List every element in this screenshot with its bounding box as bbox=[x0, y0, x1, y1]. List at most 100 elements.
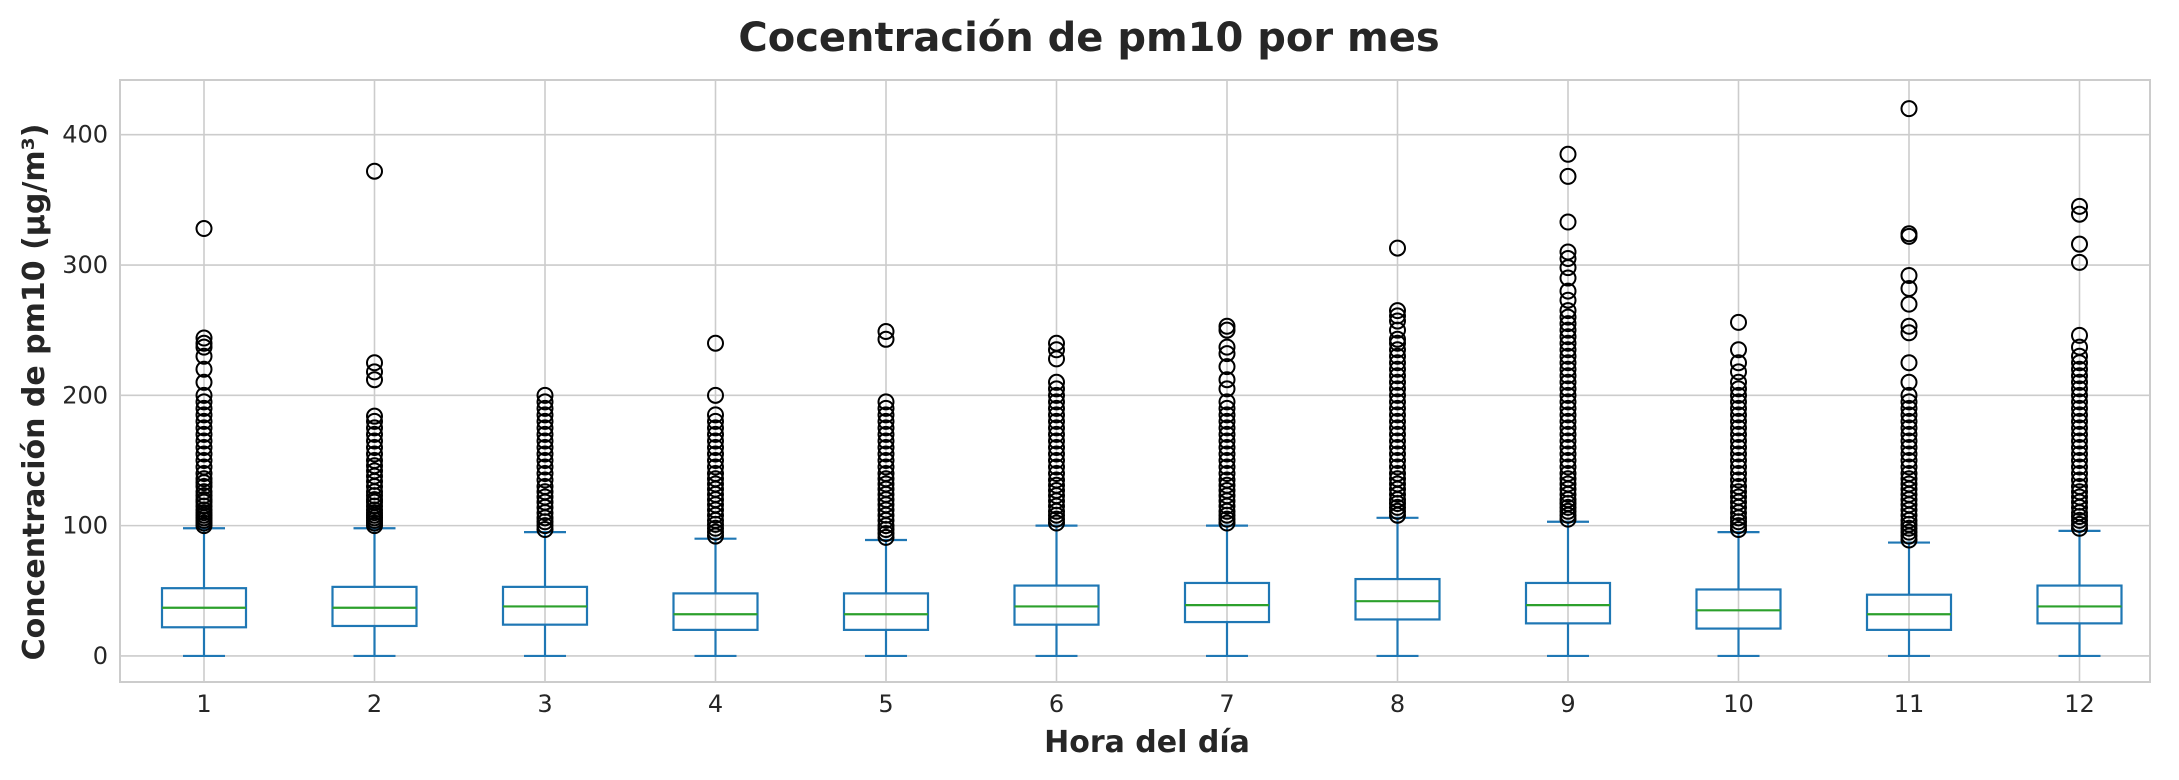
outlier-point bbox=[1730, 478, 1747, 496]
x-tick-label: 4 bbox=[708, 690, 723, 718]
outlier-point bbox=[1559, 347, 1577, 365]
outlier-point bbox=[877, 419, 895, 437]
outlier-point bbox=[1900, 419, 1918, 437]
outlier-point bbox=[2071, 451, 2088, 469]
outlier-point bbox=[536, 432, 554, 450]
outlier-point bbox=[1048, 432, 1065, 450]
outlier-point bbox=[1389, 445, 1406, 463]
outlier-point bbox=[366, 412, 383, 430]
outlier-point bbox=[195, 412, 213, 430]
outlier-point bbox=[2071, 458, 2088, 476]
outlier-point bbox=[1048, 412, 1065, 430]
outlier-point bbox=[1389, 312, 1406, 330]
outlier-point bbox=[1559, 250, 1577, 268]
outlier-point bbox=[1218, 438, 1236, 456]
outlier-point bbox=[2071, 399, 2088, 417]
box-group bbox=[2036, 197, 2123, 658]
x-tick-label: 1 bbox=[196, 690, 211, 718]
outlier-point bbox=[1559, 341, 1577, 359]
iqr-box bbox=[842, 592, 930, 631]
outlier-point bbox=[877, 425, 895, 443]
outlier-point bbox=[1559, 334, 1577, 352]
outlier-point bbox=[1730, 488, 1747, 506]
x-tick-label: 2 bbox=[367, 690, 382, 718]
outlier-point bbox=[1900, 279, 1918, 297]
box-series bbox=[160, 100, 2123, 658]
outlier-point bbox=[366, 438, 383, 456]
iqr-box bbox=[1183, 581, 1271, 624]
outlier-point bbox=[1389, 354, 1406, 372]
outlier-point bbox=[2071, 393, 2088, 411]
iqr-box bbox=[1695, 588, 1782, 630]
outlier-point bbox=[1559, 321, 1577, 339]
outlier-point bbox=[1218, 338, 1236, 356]
outlier-point bbox=[1048, 419, 1065, 437]
outlier-point bbox=[707, 465, 724, 483]
y-tick-label: 100 bbox=[62, 512, 108, 540]
outlier-point bbox=[1559, 465, 1577, 483]
x-tick-label: 11 bbox=[1894, 690, 1925, 718]
outlier-point bbox=[877, 465, 895, 483]
outlier-point bbox=[2071, 445, 2088, 463]
outlier-point bbox=[536, 399, 554, 417]
outlier-point bbox=[1559, 419, 1577, 437]
outlier-point bbox=[1389, 367, 1406, 385]
outlier-point bbox=[1048, 458, 1065, 476]
outlier-point bbox=[536, 458, 554, 476]
outlier-point bbox=[1559, 438, 1577, 456]
outlier-point bbox=[1048, 451, 1065, 469]
x-axis-label: Hora del día bbox=[1044, 725, 1250, 760]
outlier-point bbox=[1389, 360, 1406, 378]
outlier-point bbox=[195, 458, 213, 476]
outlier-point bbox=[366, 462, 383, 480]
box-group bbox=[842, 322, 930, 658]
y-tick-label: 400 bbox=[62, 121, 108, 149]
outlier-point bbox=[1730, 341, 1747, 359]
outlier-point bbox=[1389, 465, 1406, 483]
iqr-box bbox=[672, 592, 759, 631]
x-tick-label: 12 bbox=[2064, 690, 2095, 718]
outlier-point bbox=[1900, 451, 1918, 469]
outlier-point bbox=[707, 475, 724, 493]
outlier-point bbox=[1559, 302, 1577, 320]
outlier-point bbox=[2071, 465, 2088, 483]
outlier-point bbox=[366, 354, 383, 372]
outlier-point bbox=[877, 322, 895, 340]
outlier-point bbox=[195, 406, 213, 424]
y-tick-label: 200 bbox=[62, 381, 108, 409]
outlier-point bbox=[1559, 425, 1577, 443]
outlier-point bbox=[536, 471, 554, 489]
outlier-point bbox=[1730, 393, 1747, 411]
outlier-point bbox=[1559, 470, 1577, 488]
outlier-point bbox=[536, 412, 554, 430]
outlier-point bbox=[1559, 432, 1577, 450]
outlier-point bbox=[1048, 373, 1065, 391]
outlier-point bbox=[1559, 291, 1577, 309]
outlier-point bbox=[1389, 419, 1406, 437]
outlier-point bbox=[1218, 358, 1236, 376]
iqr-box bbox=[1865, 593, 1953, 631]
outlier-point bbox=[877, 330, 895, 348]
outlier-point bbox=[1559, 406, 1577, 424]
outlier-point bbox=[1559, 458, 1577, 476]
outlier-point bbox=[2071, 412, 2088, 430]
outlier-point bbox=[1559, 315, 1577, 333]
box-group bbox=[1524, 145, 1612, 658]
outlier-point bbox=[1218, 432, 1236, 450]
outlier-point bbox=[1730, 406, 1747, 424]
outlier-point bbox=[1048, 425, 1065, 443]
outlier-point bbox=[1389, 373, 1406, 391]
outlier-point bbox=[1730, 483, 1747, 501]
outlier-point bbox=[1900, 412, 1918, 430]
outlier-point bbox=[1730, 432, 1747, 450]
outlier-point bbox=[2071, 347, 2088, 365]
outlier-point bbox=[1389, 302, 1406, 320]
outlier-point bbox=[1559, 393, 1577, 411]
outlier-point bbox=[877, 445, 895, 463]
outlier-point bbox=[1900, 317, 1918, 335]
outlier-point bbox=[195, 334, 213, 352]
outlier-point bbox=[1218, 425, 1236, 443]
x-tick-label: 9 bbox=[1560, 690, 1575, 718]
outlier-point bbox=[1559, 213, 1577, 231]
